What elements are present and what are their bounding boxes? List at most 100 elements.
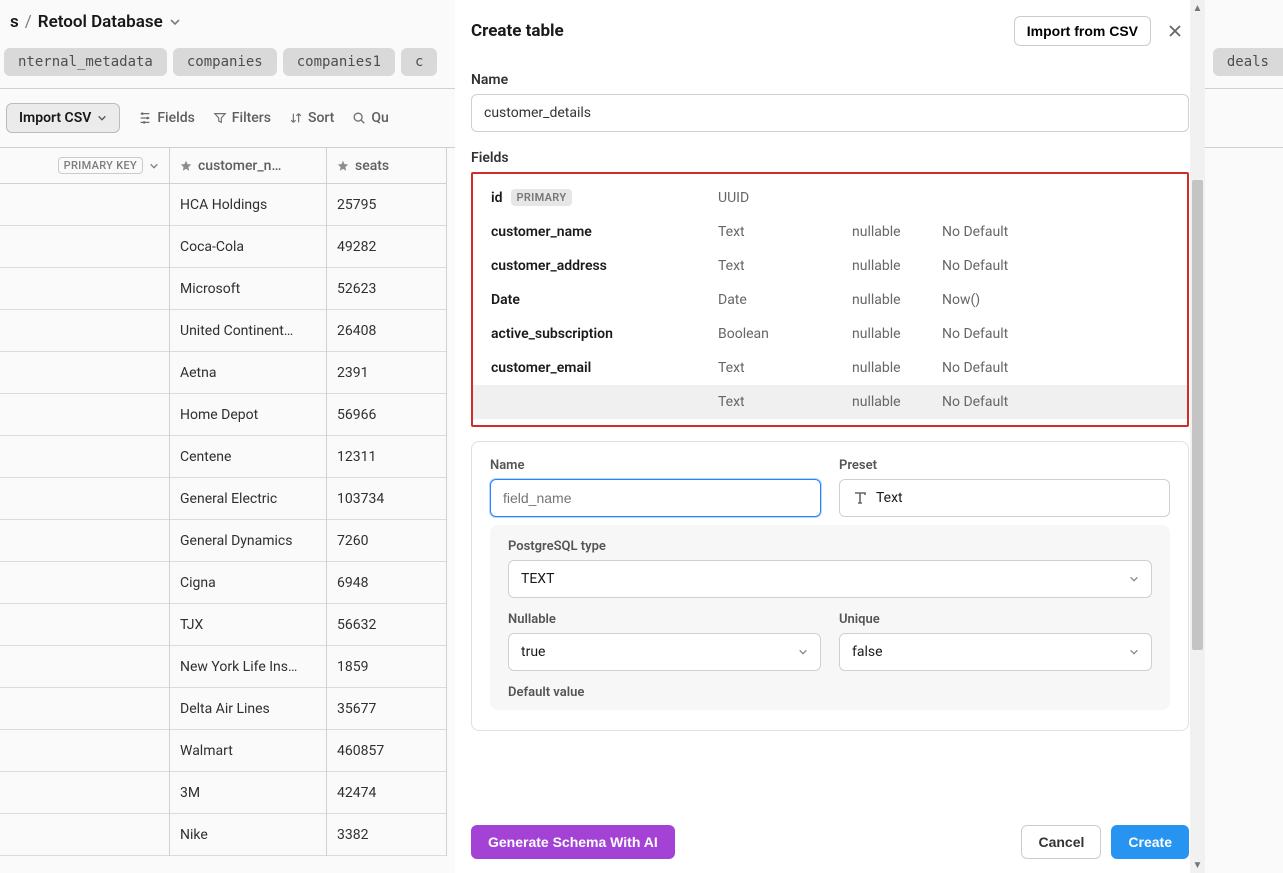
fields-tool: Fields [138, 110, 194, 126]
unique-select[interactable]: false [839, 633, 1152, 671]
cancel-button[interactable]: Cancel [1021, 825, 1101, 859]
field-editor: Name Preset Text PostgreSQL type [471, 441, 1189, 731]
table-row [0, 436, 169, 478]
import-csv-button: Import CSV [6, 103, 120, 133]
table-cell: General Electric [170, 478, 326, 520]
column-header: seats [355, 158, 389, 174]
field-row[interactable]: idPRIMARYUUID [473, 180, 1187, 215]
table-row [0, 352, 169, 394]
table-row [0, 226, 169, 268]
column-header: customer_n… [198, 158, 281, 174]
create-button[interactable]: Create [1111, 825, 1189, 859]
editor-preset-label: Preset [839, 458, 1170, 473]
field-default: No Default [942, 326, 1169, 342]
table-cell: New York Life Ins… [170, 646, 326, 688]
field-name: Date [491, 292, 520, 308]
field-name: active_subscription [491, 326, 613, 342]
text-type-icon [852, 490, 868, 506]
table-row [0, 520, 169, 562]
table-cell: 460857 [327, 730, 446, 772]
table-cell: 52623 [327, 268, 446, 310]
import-from-csv-button[interactable]: Import from CSV [1014, 16, 1151, 46]
fields-list-highlighted: idPRIMARYUUIDcustomer_nameTextnullableNo… [471, 172, 1189, 427]
modal-title: Create table [471, 21, 564, 41]
field-name: customer_name [491, 224, 592, 240]
unique-label: Unique [839, 612, 1152, 627]
field-nullable: nullable [852, 360, 942, 376]
preset-select[interactable]: Text [839, 479, 1170, 517]
field-nullable: nullable [852, 292, 942, 308]
scroll-up-icon[interactable]: ▲ [1190, 0, 1205, 16]
filters-tool: Filters [213, 110, 271, 126]
field-row[interactable]: customer_nameTextnullableNo Default [473, 215, 1187, 249]
table-row [0, 772, 169, 814]
breadcrumb-db: Retool Database [38, 12, 163, 32]
table-cell: TJX [170, 604, 326, 646]
nullable-select[interactable]: true [508, 633, 821, 671]
table-row [0, 646, 169, 688]
table-cell: General Dynamics [170, 520, 326, 562]
field-default: Now() [942, 292, 1169, 308]
table-cell: 25795 [327, 184, 446, 226]
breadcrumb-sep: / [25, 12, 32, 32]
table-cell: 12311 [327, 436, 446, 478]
table-row [0, 310, 169, 352]
scroll-down-icon[interactable]: ▼ [1190, 857, 1205, 873]
table-cell: Coca-Cola [170, 226, 326, 268]
table-cell: 6948 [327, 562, 446, 604]
field-row[interactable]: DateDatenullableNow() [473, 283, 1187, 317]
scrollbar-thumb[interactable] [1192, 180, 1203, 650]
table-cell: 49282 [327, 226, 446, 268]
table-row [0, 688, 169, 730]
field-name-input[interactable] [490, 479, 821, 517]
field-name: customer_address [491, 258, 607, 274]
tab: c [401, 48, 437, 76]
modal-footer: Generate Schema With AI Cancel Create [455, 811, 1205, 873]
table-row [0, 604, 169, 646]
tab: companies1 [283, 48, 395, 76]
primary-badge: PRIMARY [511, 189, 573, 206]
tab-deals: deals [1213, 48, 1283, 76]
field-nullable: nullable [852, 258, 942, 274]
chevron-down-icon [1129, 574, 1139, 584]
field-default: No Default [942, 258, 1169, 274]
table-row [0, 268, 169, 310]
primary-key-badge: PRIMARY KEY [58, 157, 143, 174]
table-cell: 56632 [327, 604, 446, 646]
field-type: Text [718, 258, 852, 274]
table-cell: 56966 [327, 394, 446, 436]
field-type: Text [718, 224, 852, 240]
table-name-input[interactable] [471, 94, 1189, 132]
field-row[interactable]: TextnullableNo Default [473, 385, 1187, 419]
table-cell: Walmart [170, 730, 326, 772]
table-cell: Home Depot [170, 394, 326, 436]
modal-header: Create table Import from CSV [455, 0, 1205, 54]
table-cell: 3M [170, 772, 326, 814]
table-cell: 42474 [327, 772, 446, 814]
editor-name-label: Name [490, 458, 821, 473]
query-tool: Qu [352, 110, 388, 126]
modal-scrollbar[interactable]: ▲ ▼ [1190, 0, 1205, 873]
star-icon [180, 160, 192, 172]
field-row[interactable]: customer_emailTextnullableNo Default [473, 351, 1187, 385]
close-icon[interactable] [1161, 19, 1189, 43]
table-cell: Cigna [170, 562, 326, 604]
breadcrumb-prefix: s [10, 12, 19, 32]
field-row[interactable]: customer_address TextnullableNo Default [473, 249, 1187, 283]
table-cell: Microsoft [170, 268, 326, 310]
field-type: Text [718, 360, 852, 376]
star-icon [337, 160, 349, 172]
generate-schema-ai-button[interactable]: Generate Schema With AI [471, 825, 675, 859]
field-name: id [491, 190, 503, 206]
field-type: Boolean [718, 326, 852, 342]
field-name: customer_email [491, 360, 591, 376]
table-row [0, 478, 169, 520]
table-row [0, 730, 169, 772]
modal-body: Name Fields idPRIMARYUUIDcustomer_nameTe… [455, 54, 1205, 811]
table-row [0, 562, 169, 604]
pg-type-select[interactable]: TEXT [508, 560, 1152, 598]
pg-type-label: PostgreSQL type [508, 539, 1152, 554]
field-row[interactable]: active_subscriptionBooleannullableNo Def… [473, 317, 1187, 351]
sort-tool: Sort [289, 110, 334, 126]
create-table-modal: Create table Import from CSV Name Fields… [455, 0, 1205, 873]
